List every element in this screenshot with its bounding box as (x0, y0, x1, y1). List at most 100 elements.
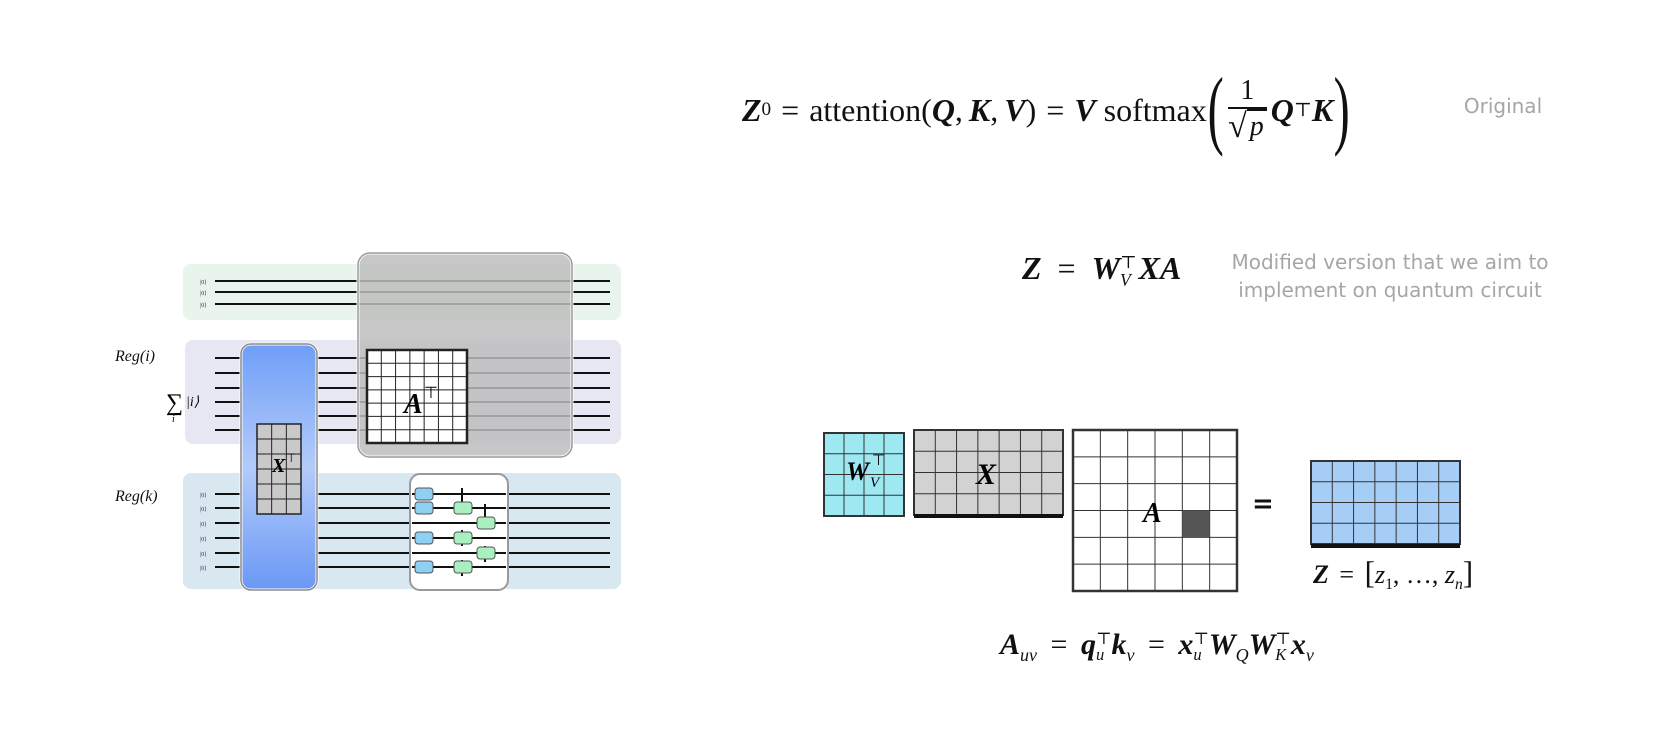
green-gate-box (453, 501, 473, 515)
equals-sign: = (1050, 628, 1068, 661)
ket-zero-label: |0⟩ (200, 492, 207, 499)
ket-zero-label: |0⟩ (200, 506, 207, 513)
equals-sign: = (1147, 628, 1165, 661)
modified-note: Modified version that we aim to implemen… (1220, 248, 1560, 304)
wv-label-sup: ⊤ (872, 453, 885, 469)
k-symbol: K (1311, 91, 1334, 128)
softmax-function: softmax (1103, 91, 1207, 128)
ket-zero-label: |0⟩ (200, 536, 207, 543)
sum-symbol: ∑ (166, 390, 183, 416)
w-symbol: W (1091, 250, 1121, 286)
at-label: A (402, 389, 423, 420)
sqrt-radical: √ (1228, 108, 1247, 145)
ket-zero-label: |0⟩ (200, 521, 207, 528)
cyan-gate-box (414, 531, 434, 545)
x-label: X (975, 458, 997, 491)
x-subscript: u (1193, 645, 1202, 665)
sqrt-argument: p (1246, 109, 1267, 145)
xt-label-sup: ⊤ (286, 451, 296, 465)
sum-subscript: i (172, 414, 175, 425)
v-symbol: V (1004, 91, 1026, 128)
transpose-sup: ⊤ (1293, 100, 1312, 121)
fraction-bar (1228, 107, 1267, 109)
ket-zero-label: |0⟩ (200, 290, 207, 297)
cyan-gate-box (414, 501, 434, 515)
a-matrix-highlight-cell (1182, 510, 1210, 538)
q-symbol: Q (931, 91, 955, 128)
k-subscript: v (1126, 645, 1135, 665)
a-transpose-grid (365, 348, 469, 445)
close-paren: ) (1025, 91, 1037, 128)
modified-note-line1: Modified version that we aim to (1231, 250, 1549, 274)
transpose-sup: ⊤ (1095, 628, 1112, 648)
fraction-numerator: 1 (1240, 75, 1255, 106)
x-transpose-gate-border (240, 343, 318, 591)
comma: , (990, 91, 999, 128)
x-symbol: x (1290, 628, 1306, 661)
sqrt-p: √ p (1228, 109, 1267, 145)
green-gate-box (476, 516, 496, 530)
z0-subscript: 0 (761, 99, 772, 120)
original-note: Original (1463, 94, 1543, 118)
transpose-sup: ⊤ (1275, 628, 1291, 648)
ket-zero-label: |0⟩ (200, 279, 207, 286)
a-symbol: A (1000, 628, 1021, 661)
transpose-sup: ⊤ (1120, 252, 1137, 273)
ellipsis: , …, (1392, 560, 1445, 589)
wv-label-sub: V (870, 475, 881, 491)
xv-subscript: v (1305, 645, 1314, 665)
k-symbol: k (1111, 628, 1127, 661)
q-subscript: u (1095, 645, 1105, 665)
equals-sign: = (1046, 91, 1065, 128)
z1-symbol: z (1374, 560, 1386, 589)
green-gate-box (453, 560, 473, 574)
v-subscript: V (1120, 269, 1131, 290)
zn-subscript: n (1455, 576, 1463, 594)
ket-zero-label: |0⟩ (200, 551, 207, 558)
at-label-sup: ⊤ (424, 385, 438, 402)
wq-symbol: W (1208, 628, 1236, 661)
zn-symbol: z (1444, 560, 1455, 589)
ket-zero-label: |0⟩ (200, 565, 207, 572)
z0-symbol: Z (742, 91, 762, 128)
wv-matrix (823, 432, 905, 517)
reg-k-label: Reg(k) (115, 488, 158, 505)
entangling-block-gates (414, 487, 496, 574)
wk-symbol: W (1248, 628, 1276, 661)
wq-subscript: Q (1235, 645, 1249, 665)
left-bracket: [ (1364, 555, 1375, 590)
xt-label: X (271, 455, 286, 477)
ket-zero-label: |0⟩ (200, 302, 207, 309)
ket-labels: |0⟩ |0⟩ |0⟩ |0⟩ |0⟩ |0⟩ |0⟩ |0⟩ |0⟩ (200, 279, 207, 572)
z-matrix (1310, 460, 1461, 548)
wv-label: W (846, 457, 871, 486)
right-big-paren: ) (1333, 61, 1350, 158)
green-gate-box (453, 531, 473, 545)
cyan-gate-box (414, 560, 434, 574)
green-gate-box (476, 546, 496, 560)
equals-sign: = (781, 91, 800, 128)
equals-sign: = (1252, 489, 1274, 519)
a-label: A (1141, 498, 1162, 529)
v-symbol: V (1074, 91, 1096, 128)
right-bracket: ] (1462, 555, 1474, 590)
equals-sign: = (1339, 560, 1355, 589)
attention-function: attention( (809, 91, 932, 128)
comma: , (954, 91, 963, 128)
x-matrix (913, 429, 1064, 518)
wk-subscript: K (1275, 645, 1287, 665)
xa-symbols: XA (1138, 250, 1182, 286)
q-symbol: Q (1270, 91, 1294, 128)
z-definition: Z = [z1, …, zn] (1313, 555, 1473, 594)
q-symbol: q (1080, 628, 1096, 661)
left-big-paren: ( (1207, 61, 1224, 158)
x-transpose-grid (256, 423, 302, 515)
z-symbol: Z (1313, 560, 1329, 589)
modified-note-line2: implement on quantum circuit (1238, 278, 1542, 302)
a-transpose-gate-border (357, 252, 573, 458)
modified-equation: Z = W ⊤ V XA (1022, 250, 1181, 289)
